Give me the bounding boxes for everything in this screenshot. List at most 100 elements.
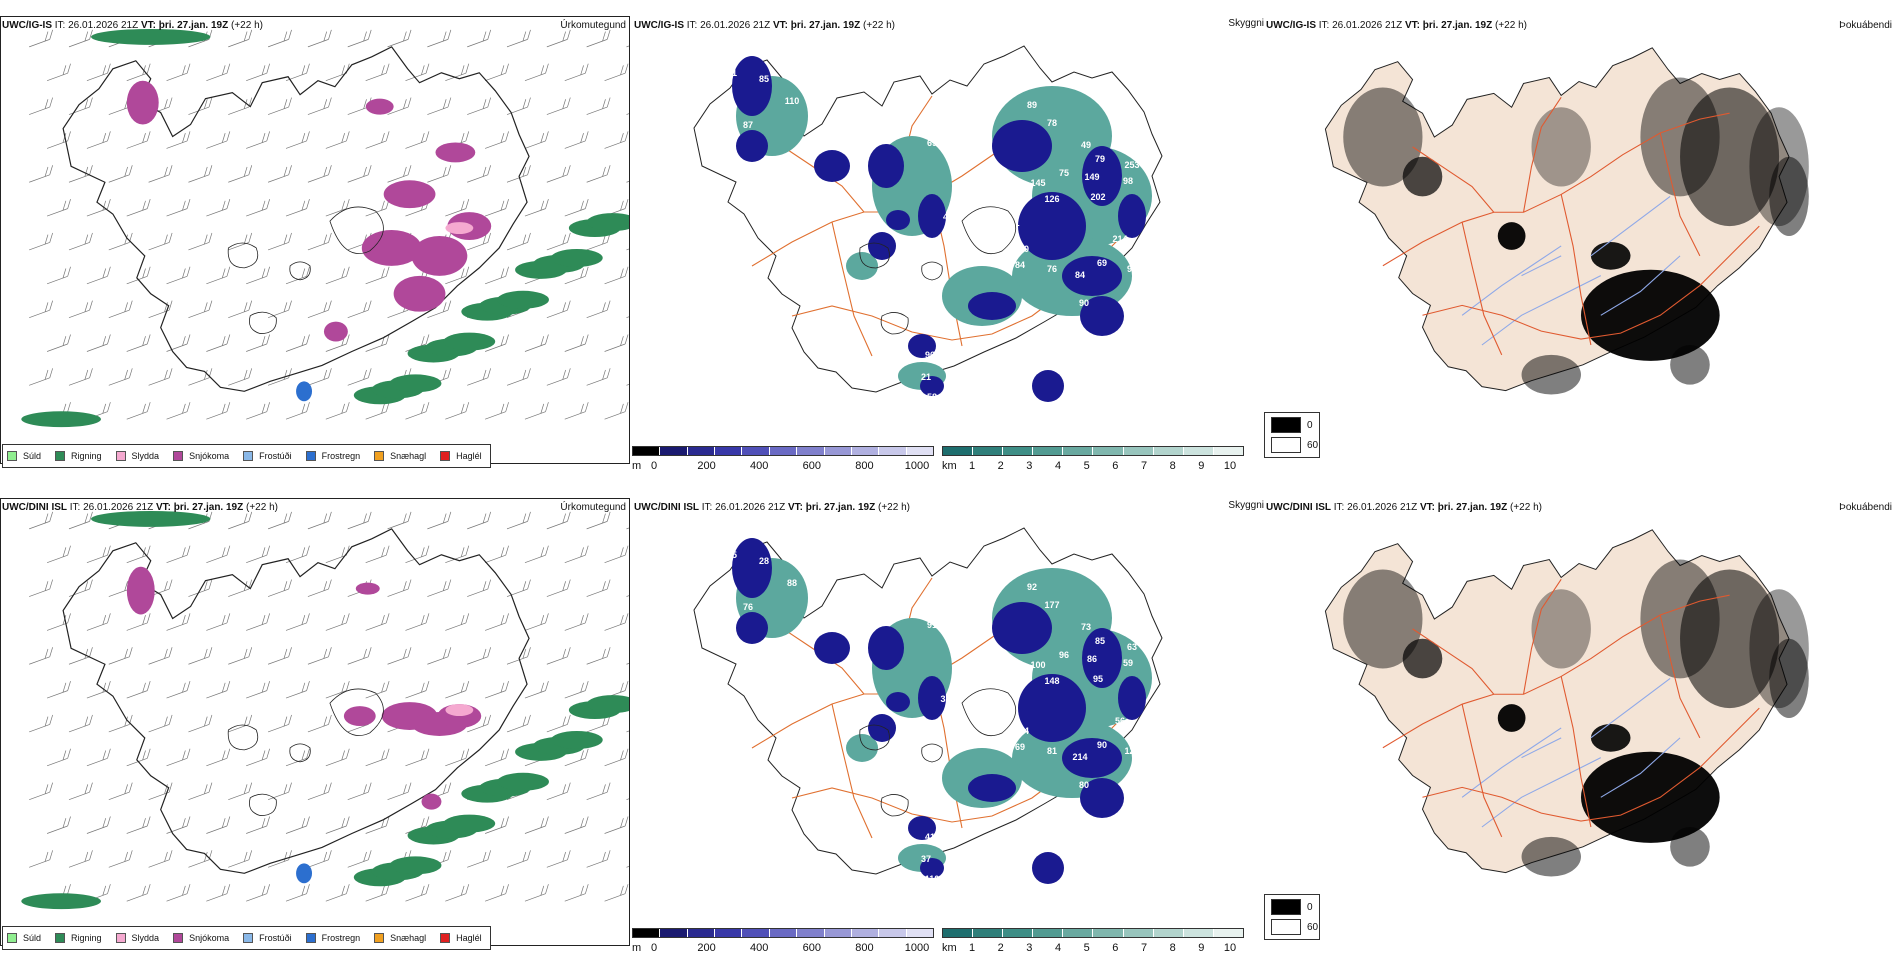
road-line	[1461, 704, 1503, 838]
barb-feather	[363, 302, 367, 312]
barb-shaft	[246, 72, 267, 82]
barb-feather	[89, 97, 93, 108]
barb-feather	[341, 682, 345, 693]
wind-barb	[604, 816, 629, 834]
barb-feather	[49, 579, 53, 590]
barb-shaft	[86, 208, 108, 217]
barb-feather	[164, 648, 168, 659]
visibility-blue-area	[732, 56, 772, 116]
barb-shaft	[126, 208, 148, 217]
wind-barb	[485, 816, 509, 834]
wind-barb	[86, 613, 111, 631]
barb-feather	[465, 613, 470, 624]
barb-feather	[49, 368, 53, 378]
barb-feather	[44, 716, 49, 727]
barb-shaft	[108, 377, 130, 386]
barb-feather	[288, 232, 292, 243]
fog-area	[1521, 354, 1581, 395]
barb-feather	[500, 132, 505, 143]
wind-barb	[387, 29, 412, 48]
visibility-value: 84	[1015, 260, 1025, 270]
wind-barb	[108, 165, 133, 183]
colorbar-strip	[632, 928, 934, 938]
barb-feather	[385, 545, 390, 556]
barb-feather	[606, 368, 611, 378]
barb-feather	[168, 782, 173, 793]
colorbar-cell	[1213, 929, 1243, 937]
barb-shaft	[564, 554, 586, 564]
barb-feather	[146, 545, 151, 556]
barb-shaft	[365, 275, 387, 285]
road-line	[1412, 146, 1495, 213]
glacier-outline	[961, 206, 1016, 255]
barb-shaft	[148, 724, 170, 733]
visibility-value: 49	[1081, 140, 1091, 150]
visibility-value: 102	[964, 576, 979, 586]
colorbar-strip	[632, 446, 934, 456]
visibility-value: 110	[785, 96, 800, 106]
wind-barb	[405, 884, 430, 902]
barb-feather	[124, 851, 128, 862]
visibility-value: 90	[1079, 298, 1089, 308]
barb-feather	[301, 132, 306, 143]
colorbar-cell	[1003, 929, 1034, 937]
colorbar-tick: 800	[855, 942, 874, 954]
wind-barb	[148, 714, 173, 733]
barb-shaft	[347, 656, 369, 665]
barb-shaft	[228, 521, 249, 530]
wind-barb	[307, 300, 332, 318]
barb-feather	[465, 402, 470, 412]
wind-barb	[68, 579, 93, 597]
barb-shaft	[267, 309, 289, 318]
river-line	[1481, 757, 1602, 828]
it-value: 26.01.2026 21Z	[83, 502, 154, 513]
wind-barb	[285, 334, 310, 352]
visibility-value: 98	[1123, 176, 1133, 186]
wind-barb	[546, 579, 571, 597]
wind-barb	[46, 816, 71, 834]
barb-feather	[89, 232, 93, 243]
wind-barb	[546, 232, 571, 251]
barb-feather	[84, 369, 89, 380]
barb-feather	[580, 547, 584, 558]
barb-feather	[323, 784, 328, 794]
barb-feather	[168, 714, 173, 725]
barb-shaft	[524, 893, 546, 902]
barb-feather	[500, 200, 505, 211]
barb-feather	[266, 748, 270, 759]
wind-barb	[524, 884, 549, 902]
barb-feather	[146, 680, 151, 691]
panel-label-fog: Þokuábendi	[1839, 20, 1892, 31]
barb-feather	[363, 851, 367, 862]
barb-shaft	[108, 242, 130, 251]
wind-barb	[148, 232, 173, 251]
barb-feather	[442, 166, 447, 177]
barb-feather	[221, 750, 226, 761]
wind-barb	[387, 579, 412, 597]
barb-feather	[562, 234, 566, 245]
wind-barb	[485, 63, 509, 82]
barb-shaft	[148, 656, 170, 665]
precip-legend-item: Frostregn	[305, 933, 360, 943]
barb-feather	[606, 782, 611, 793]
wind-barb	[206, 131, 231, 149]
wind-barb	[604, 63, 629, 82]
barb-shaft	[467, 859, 488, 868]
wind-barb	[467, 97, 492, 115]
barb-feather	[288, 511, 292, 522]
barb-shaft	[467, 106, 488, 115]
wind-barb	[546, 511, 571, 530]
snow-area	[421, 793, 442, 810]
precip-legend-item: Frostregn	[305, 451, 360, 461]
wind-barb	[246, 545, 270, 564]
barb-shaft	[46, 825, 68, 834]
legend-swatch	[305, 451, 316, 461]
legend-swatch	[55, 933, 66, 943]
barb-shaft	[307, 791, 329, 800]
barb-shaft	[68, 309, 90, 318]
visibility-blue-area	[992, 602, 1052, 654]
barb-feather	[487, 97, 492, 108]
colorbar-tick: 10	[1223, 942, 1237, 954]
barb-feather	[67, 402, 71, 412]
barb-feather	[624, 748, 629, 759]
